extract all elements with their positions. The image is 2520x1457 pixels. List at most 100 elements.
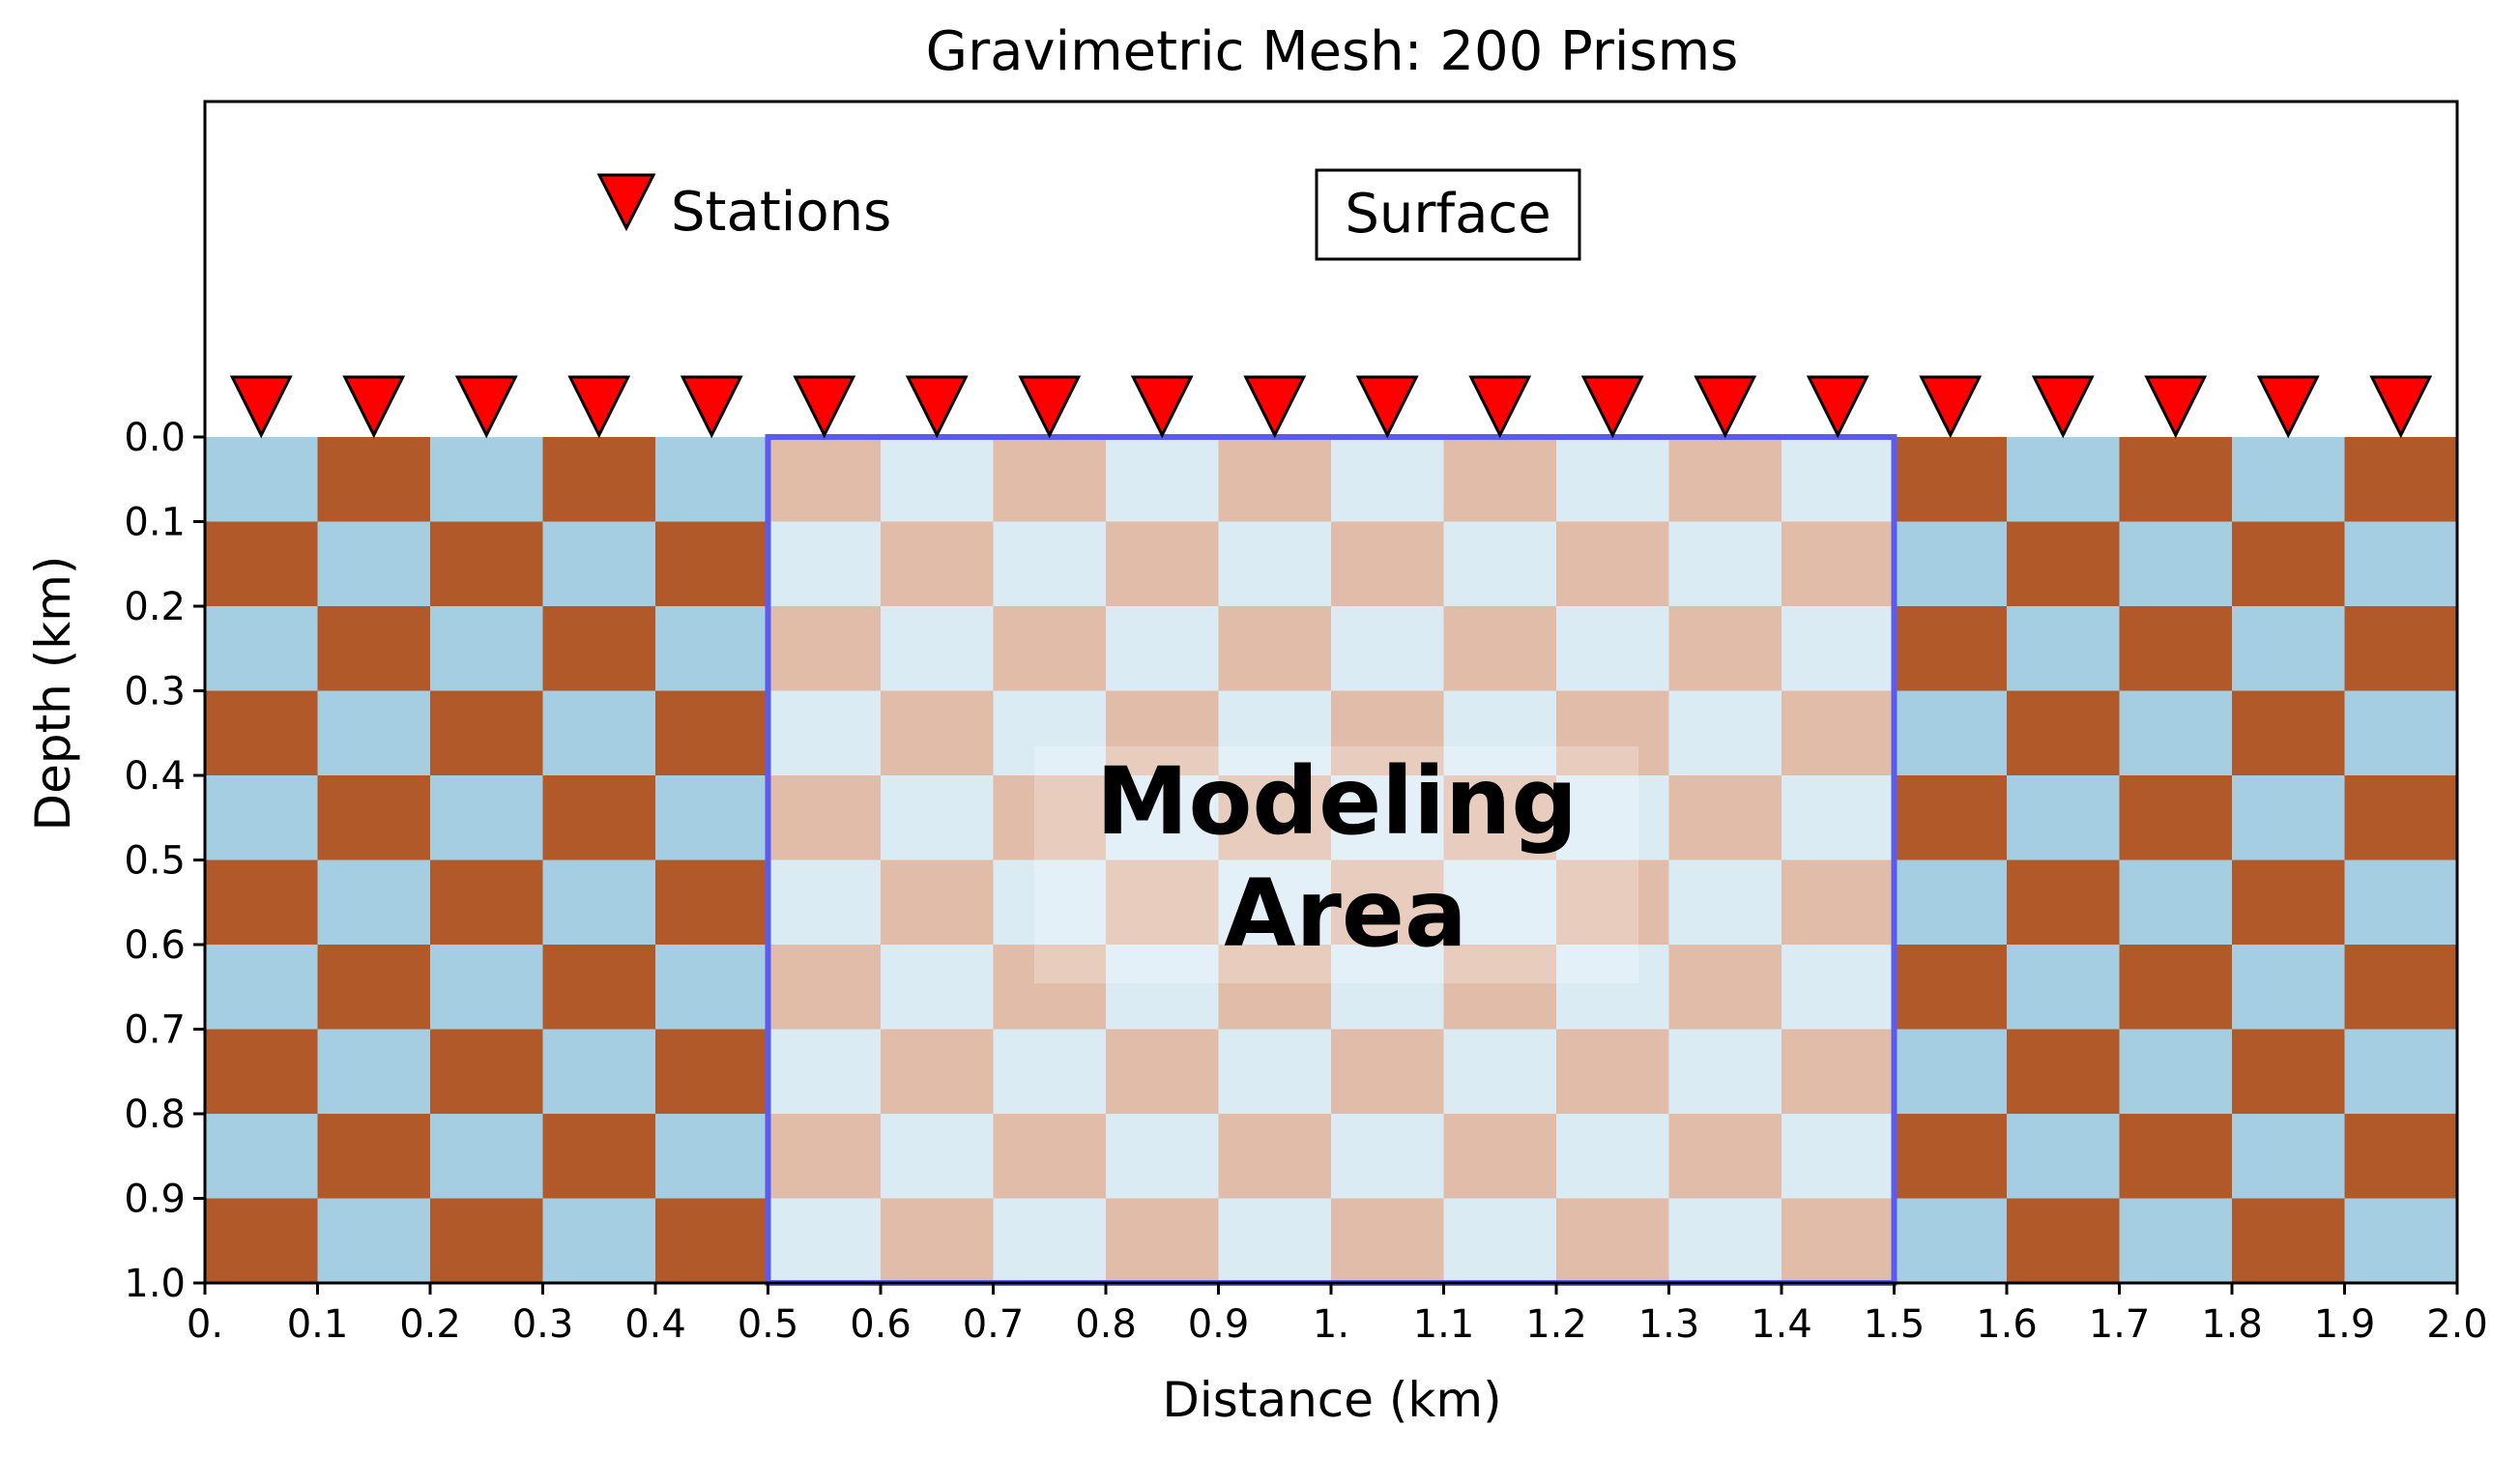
mesh-cell xyxy=(542,1198,656,1284)
mesh-cell xyxy=(430,1198,544,1284)
mesh-cell xyxy=(1894,775,2008,861)
station-marker xyxy=(1355,375,1419,439)
mesh-cell xyxy=(430,860,544,946)
mesh-cell xyxy=(2232,1114,2346,1200)
mesh-cell xyxy=(655,521,769,607)
stations-legend-label: Stations xyxy=(671,181,891,244)
mesh-cell xyxy=(2007,606,2121,692)
mesh-cell xyxy=(430,606,544,692)
station-marker xyxy=(229,375,293,439)
mesh-cell xyxy=(2344,690,2458,776)
x-tick-label: 0.2 xyxy=(399,1302,461,1347)
mesh-cell xyxy=(2232,690,2346,776)
mesh-cell xyxy=(2119,521,2233,607)
mesh-cell xyxy=(205,437,319,523)
mesh-cell xyxy=(542,606,656,692)
mesh-cell xyxy=(430,1114,544,1200)
station-markers xyxy=(229,375,2433,439)
y-tick-label: 0.1 xyxy=(124,501,186,545)
mesh-cell xyxy=(317,606,431,692)
y-tick-label: 0.4 xyxy=(124,754,186,799)
mesh-cell xyxy=(2344,521,2458,607)
mesh-cell xyxy=(2232,606,2346,692)
stations-legend-marker xyxy=(596,173,656,232)
mesh-cell xyxy=(542,775,656,861)
mesh-cell xyxy=(2119,1029,2233,1115)
mesh-cell xyxy=(430,521,544,607)
mesh-cell xyxy=(317,521,431,607)
mesh-cell xyxy=(205,521,319,607)
x-tick-label: 1. xyxy=(1313,1302,1349,1347)
mesh-cell xyxy=(2344,437,2458,523)
station-marker xyxy=(1130,375,1194,439)
mesh-cell xyxy=(317,437,431,523)
mesh-cell xyxy=(317,945,431,1031)
mesh-cell xyxy=(2007,860,2121,946)
mesh-cell xyxy=(655,1029,769,1115)
mesh-cell xyxy=(2344,945,2458,1031)
mesh-cell xyxy=(655,775,769,861)
mesh-cell xyxy=(655,945,769,1031)
y-tick-label: 1.0 xyxy=(124,1262,186,1306)
mesh-cell xyxy=(205,606,319,692)
y-tick-label: 0.5 xyxy=(124,839,186,884)
surface-label-text: Surface xyxy=(1345,183,1550,246)
mesh-cell xyxy=(430,945,544,1031)
mesh-cell xyxy=(2119,945,2233,1031)
mesh-cell xyxy=(1894,1198,2008,1284)
x-axis-label: Distance (km) xyxy=(1162,1372,1501,1428)
mesh-cell xyxy=(1894,1114,2008,1200)
station-marker xyxy=(1694,375,1757,439)
y-tick-label: 0.6 xyxy=(124,923,186,968)
mesh-cell xyxy=(2344,1029,2458,1115)
x-tick-label: 0.6 xyxy=(850,1302,912,1347)
mesh-cell xyxy=(542,437,656,523)
y-tick-label: 0.7 xyxy=(124,1008,186,1053)
x-tick-label: 1.9 xyxy=(2314,1302,2376,1347)
x-tick-label: 0.7 xyxy=(963,1302,1025,1347)
mesh-cell xyxy=(2119,606,2233,692)
station-marker xyxy=(1580,375,1644,439)
x-tick-label: 0.4 xyxy=(624,1302,686,1347)
x-tick-label: 1.6 xyxy=(1976,1302,2038,1347)
mesh-cell xyxy=(317,775,431,861)
mesh-cell xyxy=(1894,860,2008,946)
mesh-cell xyxy=(1894,690,2008,776)
x-tick-label: 0.5 xyxy=(738,1302,799,1347)
mesh-cell xyxy=(2344,606,2458,692)
mesh-cell xyxy=(2007,690,2121,776)
mesh-cell xyxy=(317,860,431,946)
station-marker xyxy=(2031,375,2095,439)
mesh-cell xyxy=(317,1198,431,1284)
mesh-cell xyxy=(430,690,544,776)
mesh-cell xyxy=(2007,437,2121,523)
surface-label: Surface xyxy=(1315,168,1581,261)
station-marker xyxy=(342,375,406,439)
mesh-cell xyxy=(542,1114,656,1200)
station-marker xyxy=(680,375,743,439)
mesh-cell xyxy=(2232,860,2346,946)
station-marker xyxy=(2144,375,2208,439)
station-marker xyxy=(1806,375,1869,439)
mesh-cell xyxy=(205,690,319,776)
mesh-cell xyxy=(205,1198,319,1284)
mesh-cell xyxy=(430,1029,544,1115)
mesh-cell xyxy=(317,1029,431,1115)
mesh-cell xyxy=(205,945,319,1031)
y-tick-label: 0.8 xyxy=(124,1093,186,1137)
mesh-cell xyxy=(542,945,656,1031)
station-marker xyxy=(1919,375,1983,439)
mesh-cell xyxy=(2344,1114,2458,1200)
y-axis-label: Depth (km) xyxy=(25,556,81,831)
mesh-cell xyxy=(205,1114,319,1200)
mesh-cell xyxy=(2119,775,2233,861)
mesh-cell xyxy=(317,1114,431,1200)
x-tick-label: 2.0 xyxy=(2426,1302,2488,1347)
mesh-cell xyxy=(655,437,769,523)
x-tick-label: 0.1 xyxy=(287,1302,349,1347)
station-marker xyxy=(567,375,631,439)
y-axis-ticks: 0.0 0.1 0.2 0.3 0.4 0.5 0.6 0.7 0.8 0.9 1.0 xyxy=(124,416,205,1306)
x-tick-label: 0.3 xyxy=(512,1302,574,1347)
mesh-cell xyxy=(655,1114,769,1200)
